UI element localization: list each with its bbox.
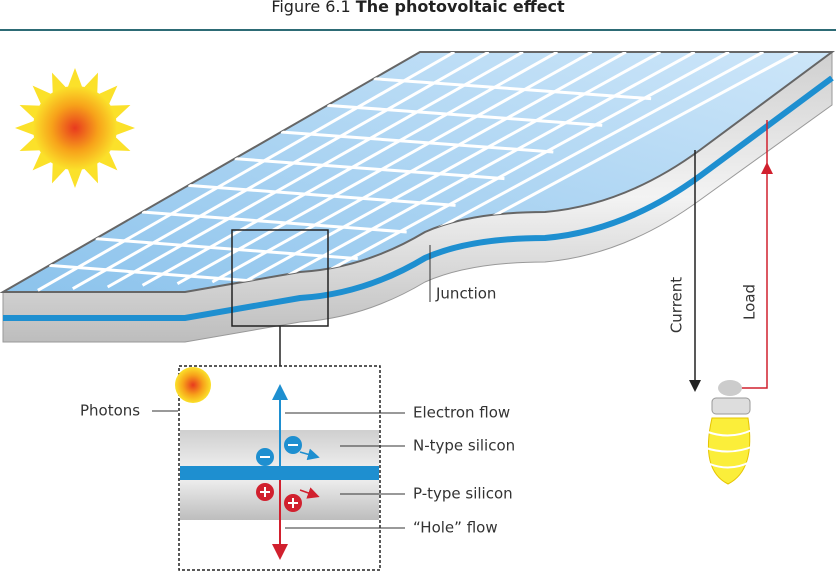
load-wire: [740, 162, 773, 389]
bulb: [705, 380, 755, 485]
grid-line: [373, 77, 652, 101]
sun: [15, 68, 135, 188]
electrons: [256, 436, 320, 466]
electron-flow-label: Electron flow: [413, 404, 510, 422]
detail-sun: [175, 367, 211, 403]
n-type-label: N-type silicon: [413, 437, 515, 455]
grid-line: [141, 210, 407, 234]
figure-number: Figure 6.1: [271, 0, 350, 16]
grid-line: [327, 103, 603, 127]
p-type-label: P-type silicon: [413, 485, 513, 503]
figure-caption: Figure 6.1 The photovoltaic effect: [271, 0, 565, 16]
grid-line: [106, 52, 524, 289]
junction-label: Junction: [435, 285, 496, 303]
grid-line: [72, 52, 490, 290]
holes: [256, 483, 320, 512]
photons-label: Photons: [80, 402, 140, 420]
grid-line: [211, 52, 627, 284]
grid-line: [316, 52, 730, 279]
grid-line: [95, 237, 358, 261]
grid-line: [37, 52, 456, 292]
current-label: Current: [668, 277, 686, 333]
grid-line: [188, 183, 456, 207]
grid-line: [246, 52, 662, 282]
grid-line: [281, 52, 696, 280]
load-label: Load: [741, 284, 759, 320]
figure-title: The photovoltaic effect: [356, 0, 565, 16]
leaders: [152, 245, 431, 529]
hole-flow-label: “Hole” flow: [413, 519, 498, 537]
junction: [180, 466, 379, 480]
grid-line: [234, 157, 505, 181]
grid-line: [280, 130, 554, 154]
sun-disc: [33, 86, 117, 170]
junction-layer: [3, 75, 834, 321]
